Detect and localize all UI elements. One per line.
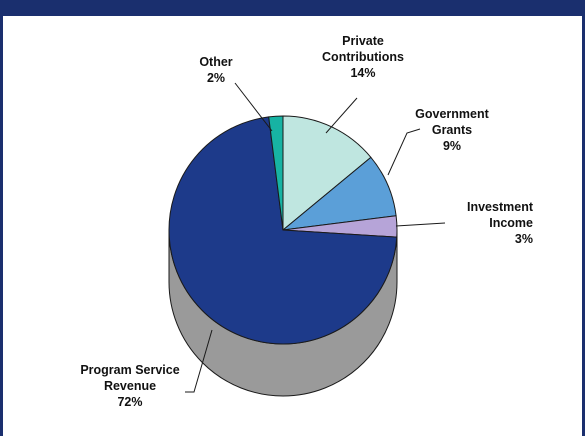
- slice-label-program-service-revenue: Program Service: [80, 363, 179, 377]
- data-label-program-service-revenue: 72%: [117, 395, 142, 409]
- data-label-private-contributions: 14%: [350, 66, 375, 80]
- data-label-government-grants: 9%: [443, 139, 461, 153]
- data-label-other: 2%: [207, 71, 225, 85]
- slice-label-government-grants: Government: [415, 107, 489, 121]
- leader-line-investment-income: [395, 222, 446, 227]
- leader-line-government-grants: [387, 128, 421, 176]
- slice-label-program-service-revenue: Revenue: [104, 379, 156, 393]
- slice-label-private-contributions: Private: [342, 34, 384, 48]
- data-label-investment-income: 3%: [515, 232, 533, 246]
- leader-line-program-service-revenue: [185, 329, 213, 393]
- leader-line-private-contributions: [325, 97, 358, 134]
- slice-label-government-grants: Grants: [432, 123, 472, 137]
- leader-line-other: [234, 82, 273, 132]
- slice-label-other: Other: [199, 55, 232, 69]
- slice-other: [268, 115, 284, 231]
- slice-label-investment-income: Investment: [467, 200, 534, 214]
- slice-label-private-contributions: Contributions: [322, 50, 404, 64]
- header-bar: [0, 0, 585, 16]
- slice-label-investment-income: Income: [489, 216, 533, 230]
